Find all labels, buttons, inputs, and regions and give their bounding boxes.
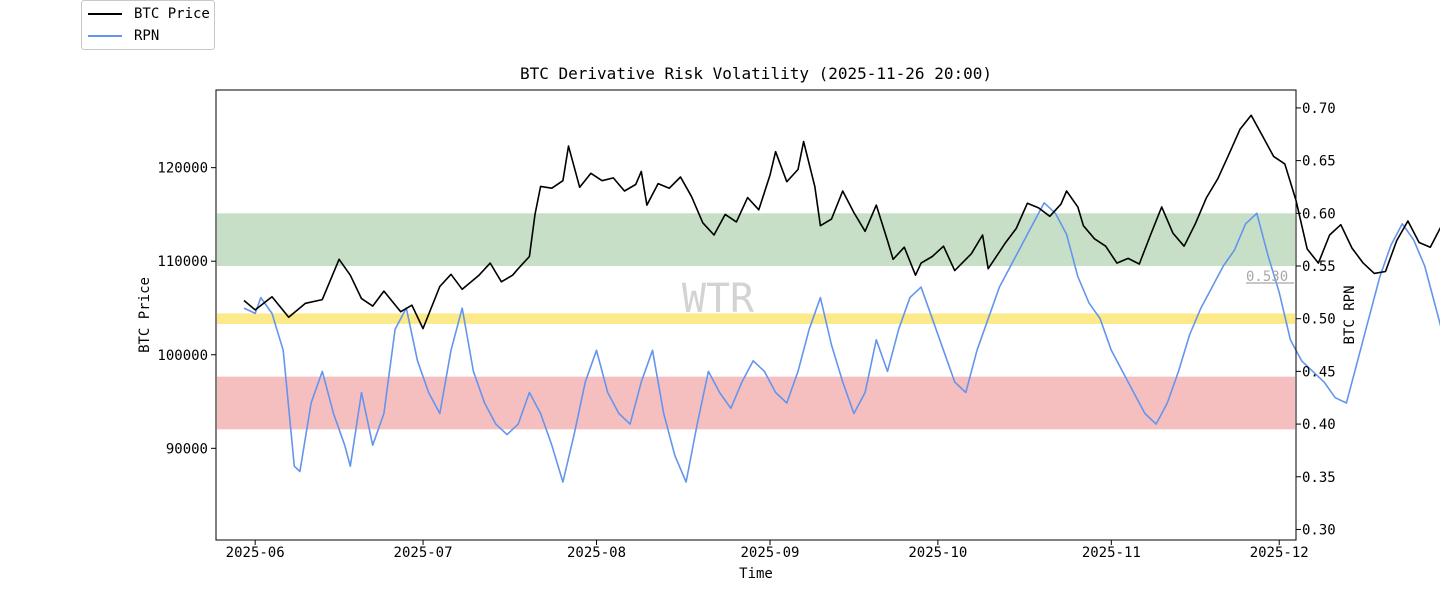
x-axis: 2025-06 2025-07 2025-08 2025-09 2025-10 2025-…: [226, 540, 1309, 561]
watermark: WTR: [682, 276, 755, 322]
low-risk-zone: [217, 376, 1295, 430]
y-right-tick-label: 0.30: [1302, 522, 1336, 538]
y-right-tick-label: 0.60: [1302, 206, 1336, 222]
x-tick-label: 2025-10: [908, 545, 967, 561]
current-rpn-label: 0.530: [1246, 269, 1288, 285]
x-axis-label: Time: [739, 566, 773, 582]
x-tick-label: 2025-07: [394, 545, 453, 561]
y-right-tick-label: 0.40: [1302, 417, 1336, 433]
chart-title: BTC Derivative Risk Volatility (2025-11-…: [520, 64, 992, 83]
y-right-tick-label: 0.55: [1302, 259, 1336, 275]
x-tick-label: 2025-09: [740, 545, 799, 561]
y-right-tick-label: 0.35: [1302, 470, 1336, 486]
y-axis-right: 0.30 0.35 0.40 0.45 0.50 0.55 0.60 0.65 0.70: [1296, 101, 1336, 538]
series-line-btc-price: [243, 114, 1440, 330]
y-left-tick-label: 100000: [157, 348, 208, 364]
y-axis-left: 90000 100000 110000 120000: [157, 161, 216, 457]
legend-label: RPN: [134, 28, 160, 44]
current-rpn-marker: 0.530: [1246, 269, 1294, 285]
risk-bands: [217, 213, 1295, 430]
y-left-tick-label: 90000: [166, 441, 208, 457]
legend-item-btc-price: BTC Price: [88, 4, 210, 24]
high-risk-zone: [217, 213, 1295, 266]
y-axis-right-label: BTC RPN: [1342, 285, 1358, 344]
y-left-tick-label: 110000: [157, 254, 208, 270]
x-tick-label: 2025-08: [567, 545, 626, 561]
y-right-tick-label: 0.50: [1302, 312, 1336, 328]
y-right-tick-label: 0.45: [1302, 364, 1336, 380]
x-tick-label: 2025-06: [226, 545, 285, 561]
legend-label: BTC Price: [134, 6, 210, 22]
y-right-tick-label: 0.70: [1302, 101, 1336, 117]
series-line-rpn: [243, 202, 1440, 483]
series-layer: [243, 114, 1440, 483]
mid-line-zone: [217, 313, 1295, 324]
legend-swatch: [88, 13, 122, 15]
y-axis-left-label: BTC Price: [137, 277, 153, 353]
y-left-tick-label: 120000: [157, 161, 208, 177]
plot-frame: [215, 89, 1297, 541]
x-tick-label: 2025-11: [1082, 545, 1141, 561]
legend: BTC Price RPN: [81, 0, 215, 50]
y-right-tick-label: 0.65: [1302, 154, 1336, 170]
legend-item-rpn: RPN: [88, 26, 159, 46]
x-tick-label: 2025-12: [1250, 545, 1309, 561]
legend-swatch: [88, 35, 122, 37]
